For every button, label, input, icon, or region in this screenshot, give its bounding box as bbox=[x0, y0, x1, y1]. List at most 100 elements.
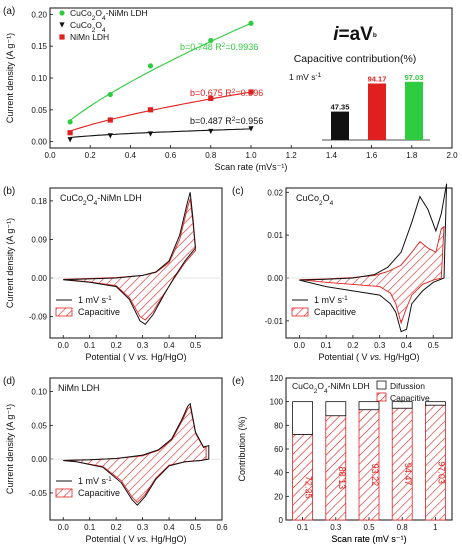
cv-curve bbox=[63, 192, 197, 325]
y-tick-label: 0.10 bbox=[31, 388, 47, 397]
x-tick-label: 0.8 bbox=[205, 151, 217, 160]
y-tick-label: 0 bbox=[279, 516, 284, 525]
bar-label: 94.47 bbox=[403, 463, 413, 486]
legend-label: 1 mV s-1 bbox=[314, 295, 348, 306]
x-tick-label: 0.5 bbox=[363, 523, 375, 532]
data-point bbox=[67, 119, 73, 125]
panel-a: 0.0 0.2 0.4 0.6 0.8 1.0 1.2 1.4 1.6 1.8 2.0 0.00 0.0… bbox=[3, 6, 458, 172]
x-tick-label: 0.4 bbox=[125, 151, 137, 160]
data-point bbox=[208, 37, 214, 44]
x-axis-label: Potential ( V vs. Hg/HgO) bbox=[85, 352, 186, 362]
y-tick-label: 0.00 bbox=[31, 455, 47, 464]
x-tick-label: 0.0 bbox=[44, 151, 56, 160]
inset-title: Capacitive contribution(%) bbox=[294, 53, 417, 65]
plot-frame bbox=[49, 377, 223, 521]
panel-label: (d) bbox=[3, 376, 15, 387]
panel-title: NiMn LDH bbox=[58, 383, 100, 393]
x-tick-label: 0.0 bbox=[58, 341, 70, 350]
legend-label: 1 mV s-1 bbox=[78, 295, 112, 306]
x-tick-label: 0.0 bbox=[58, 523, 70, 532]
legend-label: NiMn LDH bbox=[70, 32, 109, 42]
x-tick-label: 0.6 bbox=[216, 523, 228, 532]
panel-e: 0 20 40 60 80 100 120 Scan rate (mV s⁻¹) Contrib… bbox=[232, 374, 453, 544]
plot-frame bbox=[49, 187, 223, 339]
x-tick-label: 1.0 bbox=[245, 151, 257, 160]
panel-label: (e) bbox=[232, 376, 244, 387]
y-tick-label: 40 bbox=[274, 469, 283, 478]
x-tick-label: 0.2 bbox=[111, 341, 123, 350]
y-tick-label: 0.15 bbox=[31, 42, 47, 51]
fit-label: b=0.675 R2=0.996 bbox=[190, 88, 263, 99]
capacitive-area bbox=[63, 405, 207, 504]
y-tick-label: 0.20 bbox=[31, 10, 47, 19]
inset-bar-label: 94.17 bbox=[368, 74, 387, 83]
data-point bbox=[208, 95, 214, 101]
x-tick-label: 0.4 bbox=[401, 341, 413, 350]
panel-title: CuCo2O4-NiMn LDH bbox=[60, 193, 142, 207]
legend-swatch bbox=[376, 380, 387, 390]
x-tick-label: 0.1 bbox=[297, 523, 309, 532]
x-tick-label: 0.5 bbox=[190, 523, 202, 532]
x-tick-label: 0.5 bbox=[428, 341, 440, 350]
x-tick-label: 0.3 bbox=[330, 523, 342, 532]
inset-bar bbox=[331, 111, 349, 140]
formula: i=aVb bbox=[333, 24, 377, 45]
data-point bbox=[67, 137, 73, 143]
y-axis-label: Current density (A g⁻¹) bbox=[5, 404, 15, 494]
y-tick-label: 0.01 bbox=[267, 231, 283, 240]
fit-label: b=0.487 R2=0.956 bbox=[190, 116, 263, 127]
series-nimn-ldh bbox=[67, 89, 254, 136]
legend-swatch bbox=[291, 307, 309, 317]
series-cuco2o4 bbox=[67, 126, 254, 143]
panel-label: (c) bbox=[232, 186, 244, 197]
panel-title: CuCo2O4 bbox=[296, 193, 334, 207]
data-point bbox=[248, 126, 254, 132]
data-point bbox=[147, 63, 154, 69]
x-axis-label: Potential ( V vs. Hg/HgO) bbox=[318, 352, 419, 362]
inset-bar-label: 47.35 bbox=[331, 103, 350, 112]
legend-swatch bbox=[55, 307, 73, 317]
x-tick-label: 0.1 bbox=[84, 523, 96, 532]
x-tick-label: 0.6 bbox=[165, 151, 177, 160]
diffusion-bar bbox=[292, 401, 314, 435]
panel-label: (b) bbox=[3, 186, 15, 197]
y-axis-label: Current density (A g⁻¹) bbox=[5, 33, 15, 123]
y-tick-label: 60 bbox=[274, 445, 283, 454]
fit-label: b=0.748 R2=0.9936 bbox=[180, 42, 258, 53]
legend-swatch bbox=[55, 488, 73, 498]
y-tick-label: 100 bbox=[270, 398, 284, 407]
y-tick-label: 0.10 bbox=[31, 74, 47, 83]
panel-d: 0.0 0.1 0.2 0.3 0.4 0.5 0.6 -0.05 0.00 0.05 0.10 Po… bbox=[3, 376, 228, 544]
data-point bbox=[59, 22, 65, 28]
x-axis-label: Scan rate (mVs⁻¹) bbox=[215, 162, 288, 172]
data-point bbox=[147, 131, 154, 137]
y-tick-label: 120 bbox=[270, 374, 284, 383]
x-tick-label: 0.8 bbox=[397, 523, 409, 532]
x-axis-label: Potential ( V vs. Hg/HgO) bbox=[85, 534, 186, 544]
y-tick-label: 0.02 bbox=[267, 188, 283, 197]
data-point bbox=[248, 89, 254, 95]
y-tick-label: 0.05 bbox=[31, 421, 47, 430]
x-tick-label: 0.1 bbox=[321, 341, 333, 350]
inset-bar bbox=[368, 83, 386, 140]
x-tick-label: 1.6 bbox=[366, 151, 378, 160]
data-point bbox=[147, 107, 154, 113]
x-tick-label: 1.2 bbox=[286, 151, 298, 160]
bar-label: 72.35 bbox=[304, 476, 314, 499]
x-tick-label: 0.3 bbox=[137, 523, 149, 532]
panel-label: (a) bbox=[3, 6, 15, 17]
x-tick-label: 1.8 bbox=[406, 151, 418, 160]
y-tick-label: 0.00 bbox=[31, 138, 47, 147]
x-tick-label: 0.3 bbox=[374, 341, 386, 350]
data-point bbox=[107, 117, 113, 123]
plot-frame bbox=[285, 187, 453, 339]
x-tick-label: 0.2 bbox=[347, 341, 359, 350]
legend-label: CuCo2O4-NiMn LDH bbox=[70, 8, 148, 22]
x-tick-label: 1.4 bbox=[326, 151, 338, 160]
fit-line bbox=[70, 128, 252, 139]
x-tick-label: 0.2 bbox=[85, 151, 97, 160]
legend-label: Capacitive bbox=[78, 307, 120, 317]
data-point bbox=[248, 20, 254, 26]
y-tick-label: 20 bbox=[274, 492, 283, 501]
